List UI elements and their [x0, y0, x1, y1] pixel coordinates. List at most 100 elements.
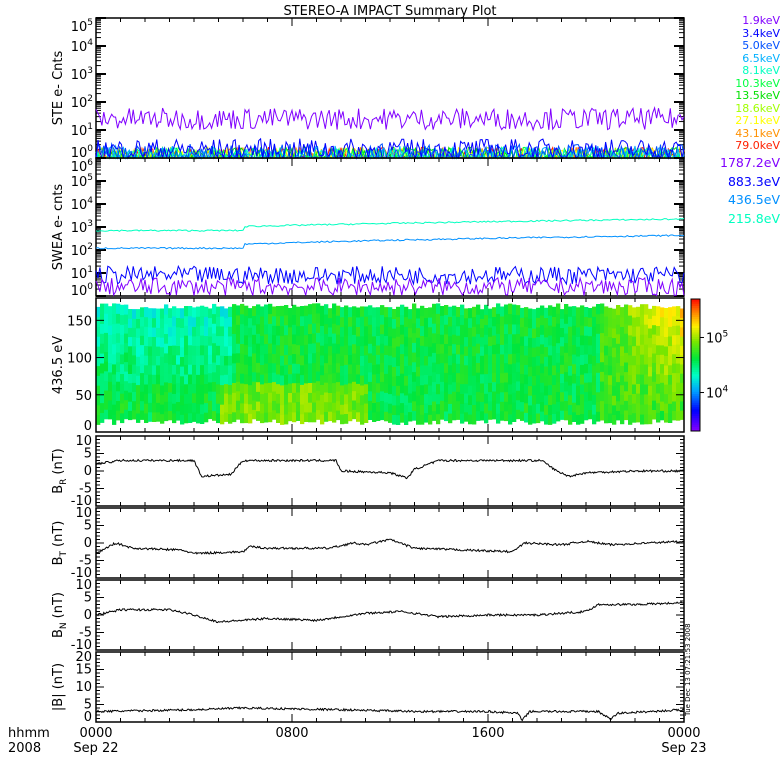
spectrogram-cell: [236, 343, 241, 354]
spectrogram-cell: [572, 383, 577, 394]
spectrogram-cell: [280, 325, 285, 337]
spectrogram-cell: [444, 401, 449, 412]
spectrogram-cell: [476, 352, 481, 363]
spectrogram-cell: [320, 404, 325, 415]
spectrogram-cell: [388, 403, 393, 414]
spectrogram-cell: [156, 411, 161, 422]
spectrogram-cell: [464, 327, 469, 338]
spectrogram-cell: [380, 400, 385, 411]
spectrogram-cell: [124, 314, 129, 325]
spectrogram-cell: [476, 333, 481, 344]
spectrogram-cell: [104, 322, 109, 333]
spectrogram-cell: [124, 304, 129, 315]
spectrogram-cell: [612, 404, 617, 415]
spectrogram-cell: [452, 410, 457, 421]
spectrogram-cell: [432, 401, 437, 412]
bmag-ytick-label: 5: [84, 698, 92, 713]
spectrogram-cell: [588, 335, 593, 346]
spectrogram-cell: [204, 393, 209, 404]
colorbar-cell: [691, 321, 700, 324]
spectrogram-cell: [360, 355, 365, 366]
colorbar-cell: [691, 303, 700, 306]
spectrogram-cell: [340, 346, 345, 357]
colorbar-cell: [691, 332, 700, 335]
spectrogram-cell: [348, 326, 353, 337]
spectrogram-cell: [248, 384, 253, 395]
spectrogram-cell: [584, 335, 589, 346]
spectrogram-cell: [596, 362, 601, 373]
spectrogram-cell: [368, 333, 373, 344]
spectrogram-cell: [368, 381, 373, 392]
spectrogram-cell: [544, 385, 549, 396]
colorbar-cell: [691, 327, 700, 331]
spectrogram-cell: [572, 392, 577, 403]
spectrogram-cell: [596, 333, 601, 344]
spectrogram-cell: [460, 334, 465, 345]
spectrogram-cell: [536, 393, 541, 404]
colorbar-cell: [691, 351, 700, 355]
spectrogram-cell: [508, 343, 513, 355]
spectrogram-cell: [288, 411, 293, 422]
spectrogram-cell: [364, 412, 369, 423]
spectrogram-cell: [540, 372, 545, 383]
spectrogram-cell: [140, 382, 145, 392]
spectrogram-cell: [588, 317, 593, 327]
spectrogram-cell: [256, 391, 261, 402]
spectrogram-cell: [264, 373, 269, 384]
spectrogram-cell: [660, 326, 665, 336]
spectrogram-cell: [592, 355, 597, 366]
spectrogram-cell: [592, 335, 597, 347]
spectrogram-cell: [456, 372, 461, 383]
spectrogram-cell: [648, 414, 653, 425]
spectrogram-cell: [480, 373, 485, 384]
spectrogram-cell: [120, 412, 125, 424]
spectrogram-cell: [420, 305, 425, 317]
spectrogram-cell: [160, 413, 165, 424]
spectrogram-cell: [272, 362, 277, 373]
spectrogram-cell: [624, 371, 629, 382]
spectrogram-cell: [668, 403, 673, 414]
spectrogram-cell: [604, 325, 609, 336]
spectrogram-cell: [220, 384, 225, 395]
spectrogram-cell: [160, 337, 165, 348]
spectrogram-cell: [128, 382, 133, 393]
spectrogram-cell: [264, 353, 269, 364]
spectrogram-cell: [680, 410, 685, 420]
plot-title: STEREO-A IMPACT Summary Plot: [283, 4, 496, 19]
spectrogram-cell: [124, 380, 129, 391]
spectrogram-cell: [244, 305, 249, 316]
spectrogram-cell: [316, 351, 321, 362]
spectrogram-cell: [164, 372, 169, 383]
spectrogram-cell: [276, 412, 281, 423]
spectrogram-cell: [160, 327, 165, 338]
spectrogram-cell: [536, 307, 541, 318]
spectrogram-cell: [400, 334, 405, 345]
spectrogram-cell: [604, 393, 609, 404]
spectrogram-cell: [296, 325, 301, 336]
spectrogram-cell: [528, 347, 533, 358]
spectrogram-cell: [624, 333, 629, 344]
spectrogram-cell: [112, 363, 117, 375]
series-6.5keV: [95, 144, 685, 160]
spectrogram-cell: [188, 403, 193, 414]
spectrogram-cell: [164, 314, 169, 325]
spectrogram-cell: [276, 335, 281, 346]
spectrogram-cell: [500, 325, 505, 336]
spectrogram-cell: [224, 355, 229, 366]
spectrogram-cell: [572, 325, 577, 336]
spectrogram-cell: [460, 354, 465, 365]
spectrogram-cell: [580, 344, 585, 355]
spectrogram-cell: [664, 374, 669, 385]
spectrogram-cell: [260, 383, 265, 395]
spectrogram-cell: [328, 383, 333, 393]
spectrogram-cell: [272, 391, 277, 401]
spectrogram-cell: [368, 324, 373, 335]
spectrogram-cell: [472, 384, 477, 396]
spectrogram-cell: [480, 309, 485, 319]
spectrogram-cell: [260, 354, 265, 365]
spectrogram-cell: [596, 313, 601, 324]
spectrogram-cell: [452, 324, 457, 335]
spectrogram-cell: [536, 355, 541, 366]
spectrogram-cell: [292, 373, 297, 384]
spectrogram-cell: [312, 303, 317, 314]
